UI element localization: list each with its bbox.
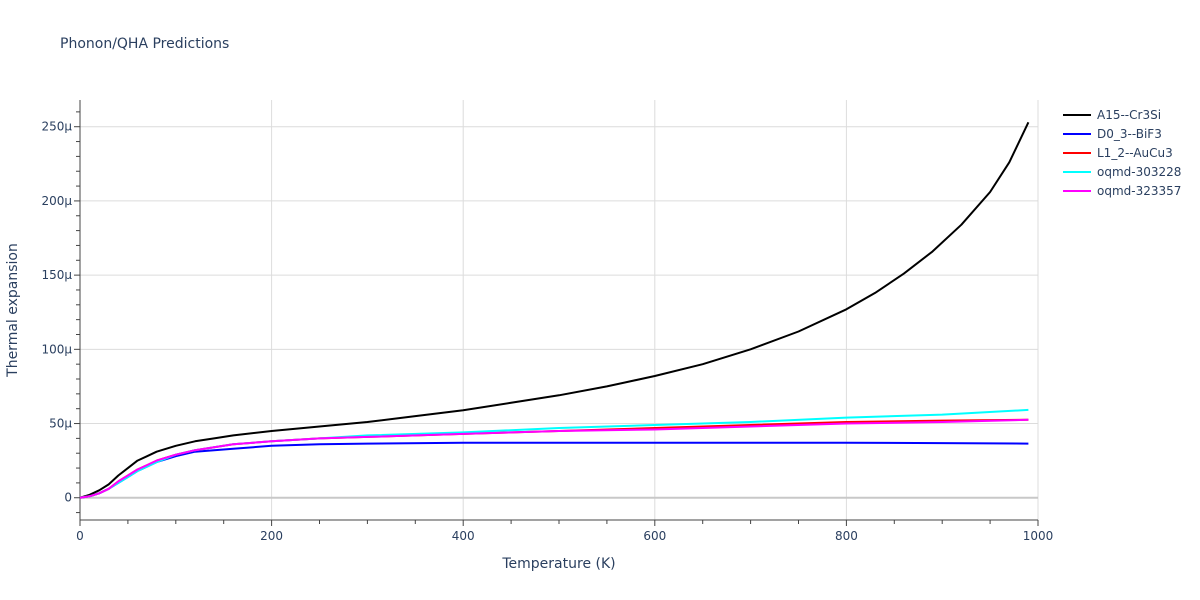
- grid-layer: [80, 100, 1039, 520]
- axis-layer: [74, 100, 1039, 526]
- x-tick-label: 200: [260, 529, 283, 543]
- x-tick-label: 600: [643, 529, 666, 543]
- y-tick-label: 50μ: [49, 417, 72, 431]
- legend-label-oqmd-303228: oqmd-303228: [1097, 165, 1181, 179]
- y-axis-title: Thermal expansion: [5, 243, 21, 378]
- y-tick-label: 0: [64, 491, 72, 505]
- y-tick-label: 150μ: [41, 268, 72, 282]
- legend-label-a15-cr3si: A15--Cr3Si: [1097, 108, 1161, 122]
- y-tick-label: 250μ: [41, 120, 72, 134]
- series-line-oqmd-323357: [79, 418, 1029, 499]
- legend: A15--Cr3Si D0_3--BiF3 L1_2--AuCu3 oqmd-3032…: [1063, 108, 1181, 198]
- x-tick-label: 0: [76, 529, 84, 543]
- tick-label-layer: 0 200 400 600 800 1000 0 50μ 100μ 150μ 200μ 250μ: [41, 120, 1053, 543]
- legend-label-d0-3-bif3: D0_3--BiF3: [1097, 127, 1162, 141]
- x-tick-label: 1000: [1023, 529, 1054, 543]
- chart-title: Phonon/QHA Predictions: [60, 36, 230, 52]
- x-tick-label: 800: [835, 529, 858, 543]
- y-tick-label: 200μ: [41, 194, 72, 208]
- legend-label-oqmd-323357: oqmd-323357: [1097, 184, 1181, 198]
- legend-label-l1-2-aucu3: L1_2--AuCu3: [1097, 146, 1173, 160]
- x-axis-title: Temperature (K): [501, 556, 615, 572]
- y-tick-label: 100μ: [41, 342, 72, 356]
- series-line-d0-3-bif3: [79, 441, 1029, 499]
- x-tick-label: 400: [452, 529, 475, 543]
- series-layer: [79, 121, 1030, 499]
- series-line-a15-cr3si: [79, 121, 1030, 499]
